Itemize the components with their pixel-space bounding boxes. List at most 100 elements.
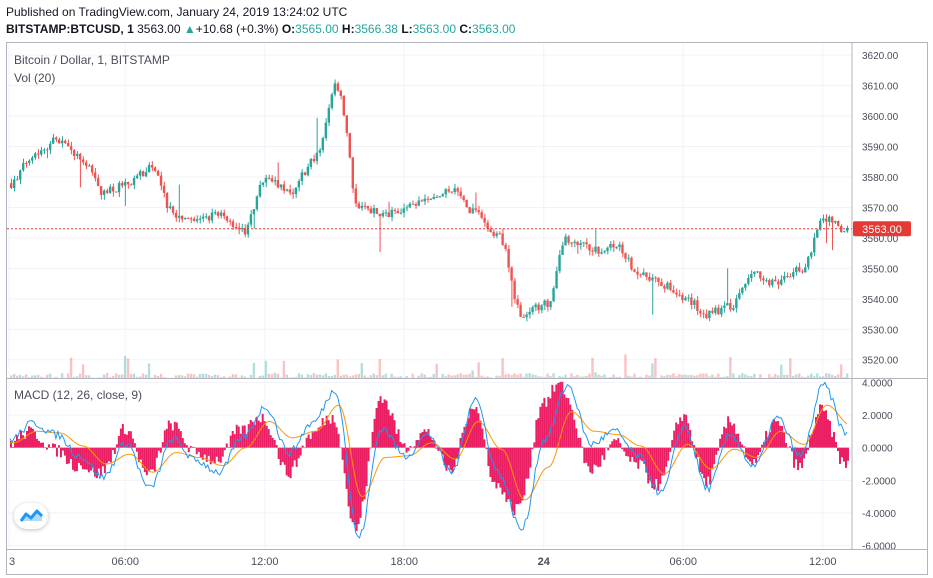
candle-body <box>648 276 651 281</box>
macd-histogram-bar <box>419 433 422 448</box>
tradingview-logo[interactable] <box>14 503 48 529</box>
macd-histogram-bar <box>659 447 662 484</box>
macd-histogram-bar <box>527 447 530 479</box>
volume-bar <box>156 375 160 378</box>
candle-body <box>471 208 474 214</box>
macd-histogram-bar <box>575 428 578 448</box>
open-label: O: <box>281 22 296 36</box>
macd-histogram-bar <box>581 446 584 448</box>
volume-bar <box>87 375 91 378</box>
candle-body <box>639 274 642 276</box>
candle-body <box>468 206 471 214</box>
macd-histogram-bar <box>37 440 40 448</box>
volume-bar <box>726 375 729 378</box>
volume-bar <box>624 354 627 378</box>
macd-histogram-bar <box>753 447 756 460</box>
candle-body <box>708 310 711 319</box>
candle-body <box>156 170 160 176</box>
volume-bar <box>36 374 40 378</box>
macd-histogram-bar <box>267 429 270 448</box>
macd-histogram-bar <box>495 447 498 489</box>
candle-body <box>207 216 211 221</box>
candle-body <box>162 185 166 193</box>
volume-bar <box>249 374 253 378</box>
volume-bar <box>507 373 510 378</box>
volume-bar <box>672 373 675 378</box>
macd-histogram-bar <box>833 432 836 448</box>
macd-histogram-bar <box>601 447 604 456</box>
macd-histogram-bar <box>791 447 794 452</box>
volume-bar <box>162 377 166 378</box>
candle-body <box>717 307 720 315</box>
candle-body <box>516 299 519 305</box>
macd-histogram-bar <box>571 409 574 448</box>
candle-body <box>414 204 417 206</box>
candle-body <box>222 212 226 217</box>
candle-body <box>483 217 486 223</box>
macd-histogram-bar <box>29 427 32 448</box>
candle-body <box>447 189 450 192</box>
volume-bar <box>48 373 52 378</box>
macd-histogram-bar <box>181 437 184 448</box>
volume-bar <box>372 373 375 378</box>
macd-histogram-bar <box>411 447 414 449</box>
volume-bar <box>795 374 798 378</box>
candle-body <box>90 165 94 173</box>
candle-body <box>495 233 498 236</box>
macd-histogram-bar <box>789 446 792 448</box>
tradingview-logo-icon <box>19 509 44 522</box>
candle-body <box>282 184 286 191</box>
macd-histogram-bar <box>401 443 404 448</box>
chart-frame <box>6 42 928 575</box>
volume-legend[interactable]: Vol (20) <box>14 71 56 85</box>
candle-body <box>10 183 13 188</box>
candle-body <box>252 209 256 215</box>
candle-body <box>810 252 813 257</box>
volume-bar <box>231 374 235 378</box>
candle-body <box>669 282 672 291</box>
candle-body <box>567 236 570 243</box>
macd-histogram-bar <box>515 447 518 505</box>
volume-bar <box>495 375 498 378</box>
macd-histogram-bar <box>731 425 734 448</box>
volume-bar <box>540 376 543 378</box>
candle-body <box>93 172 97 179</box>
macd-tick-label: -2.0000 <box>862 476 896 487</box>
candle-body <box>105 190 109 193</box>
volume-bar <box>336 359 340 378</box>
macd-histogram-bar <box>189 446 192 448</box>
candle-body <box>408 203 411 208</box>
candle-body <box>189 218 193 220</box>
candle-body <box>87 165 91 167</box>
macd-histogram-bar <box>177 428 180 448</box>
macd-histogram-bar <box>245 434 248 448</box>
candle-body <box>846 227 849 232</box>
macd-legend[interactable]: MACD (12, 26, close, 9) <box>14 388 143 402</box>
candle-body <box>291 192 295 195</box>
volume-bar <box>24 374 28 378</box>
macd-histogram-bar <box>445 447 448 471</box>
candle-body <box>69 146 73 151</box>
macd-histogram-bar <box>225 443 228 448</box>
volume-bar <box>357 374 360 378</box>
candle-body <box>453 188 456 193</box>
price-tick-label: 3520.00 <box>862 356 899 367</box>
time-tick-label: 18:00 <box>390 556 418 568</box>
macd-histogram-bar <box>333 422 336 448</box>
macd-histogram-bar <box>279 447 282 466</box>
macd-histogram-bar <box>661 447 664 476</box>
macd-histogram-bar <box>749 447 752 462</box>
macd-histogram-bar <box>393 420 396 448</box>
volume-bar <box>411 373 414 378</box>
macd-histogram-bar <box>817 414 820 448</box>
macd-histogram-bar <box>311 432 314 448</box>
macd-histogram-bar <box>183 443 186 448</box>
candle-body <box>72 150 76 156</box>
volume-bar <box>285 374 289 378</box>
price-legend-title[interactable]: Bitcoin / Dollar, 1, BITSTAMP <box>14 53 170 67</box>
candle-body <box>564 236 567 246</box>
volume-bar <box>768 374 771 378</box>
macd-histogram-bar <box>621 447 624 450</box>
macd-histogram-bar <box>459 438 462 448</box>
